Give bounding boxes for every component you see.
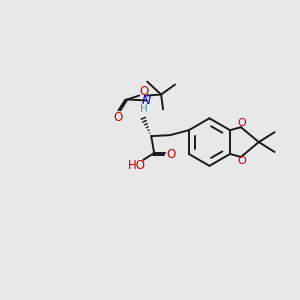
Text: O: O — [113, 111, 122, 124]
Text: O: O — [238, 118, 246, 128]
Text: O: O — [140, 85, 149, 98]
Text: H: H — [140, 104, 148, 114]
Text: N: N — [142, 94, 151, 107]
Text: O: O — [167, 148, 176, 161]
Text: O: O — [238, 156, 246, 166]
Text: HO: HO — [128, 159, 146, 172]
